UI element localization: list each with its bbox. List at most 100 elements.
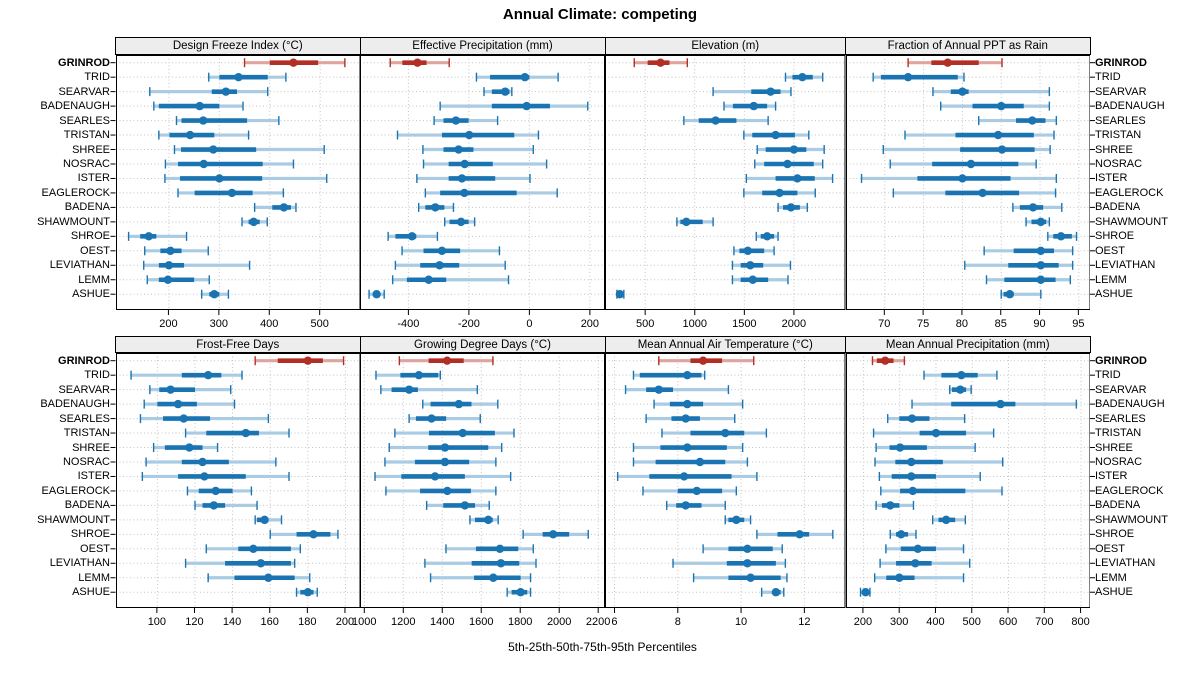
percentile-glyph-tristan xyxy=(872,428,994,438)
station-label-right: SHAWMOUNT xyxy=(1095,215,1168,228)
percentile-glyph-ashue xyxy=(1000,289,1042,299)
percentile-glyph-oest xyxy=(982,246,1073,256)
percentile-glyph-leviathan xyxy=(142,260,250,270)
percentile-glyph-oest xyxy=(143,246,209,256)
percentile-glyph-searles xyxy=(683,116,769,126)
percentile-glyph-ister xyxy=(416,173,531,183)
station-label-right: LEVIATHAN xyxy=(1095,557,1156,570)
percentile-glyph-lemm xyxy=(692,573,788,583)
percentile-glyph-badenaugh xyxy=(653,399,744,409)
axis-tick-label: 1000 xyxy=(682,318,707,330)
station-label-left: SHROE xyxy=(70,230,110,243)
percentile-glyph-trid xyxy=(375,370,442,380)
axis-tick-label: 12 xyxy=(798,616,811,628)
percentile-glyph-searvar xyxy=(380,385,479,395)
percentile-glyph-grinrod xyxy=(243,58,346,68)
axis-tick-label: -200 xyxy=(457,318,480,330)
percentile-glyph-ister xyxy=(616,471,758,481)
axis-tick-label: 1200 xyxy=(391,616,416,628)
axis-tick-label: 300 xyxy=(209,318,229,330)
station-label-left: ASHUE xyxy=(72,288,110,301)
station-label-left: NOSRAC xyxy=(62,157,110,170)
axis-tick-label: 600 xyxy=(998,616,1018,628)
axis-tick-label: 400 xyxy=(260,318,279,330)
station-label-left: BADENA xyxy=(64,499,110,512)
percentile-glyph-leviathan xyxy=(394,260,506,270)
station-label-left: ASHUE xyxy=(72,586,110,599)
percentile-glyph-shroe xyxy=(889,529,917,539)
axis-tick-label: 8 xyxy=(674,616,681,628)
panel-mean-annual-precipitation-mm xyxy=(845,353,1090,608)
percentile-glyph-oest xyxy=(401,246,501,256)
station-label-right: TRISTAN xyxy=(1095,129,1142,142)
percentile-glyph-shroe xyxy=(755,231,779,241)
percentile-glyph-trid xyxy=(871,72,965,82)
percentile-glyph-ister xyxy=(878,471,981,481)
percentile-glyph-shree xyxy=(632,443,744,453)
station-label-right: LEVIATHAN xyxy=(1095,259,1156,272)
percentile-glyph-badenaugh xyxy=(152,101,244,111)
percentile-glyph-eaglerock xyxy=(879,486,1003,496)
axis-tick-label: 200 xyxy=(853,616,873,628)
percentile-glyph-ashue xyxy=(506,587,532,597)
axis-tick-label: 100 xyxy=(147,616,167,628)
percentile-glyph-shawmount xyxy=(443,217,476,227)
percentile-glyph-shree xyxy=(173,145,325,155)
station-label-left: SHREE xyxy=(72,441,110,454)
percentile-glyph-grinrod xyxy=(658,356,755,366)
percentile-glyph-nosrac xyxy=(632,457,749,467)
percentile-glyph-eaglerock xyxy=(186,486,252,496)
station-label-left: TRID xyxy=(84,369,110,382)
percentile-glyph-ashue xyxy=(760,587,785,597)
station-label-left: OEST xyxy=(80,542,110,555)
axis-tick-label: 1400 xyxy=(430,616,455,628)
panel-strip-title: Design Freeze Index (°C) xyxy=(172,40,303,52)
panel-strip-title: Growing Degree Days (°C) xyxy=(414,338,551,351)
station-label-right: TRID xyxy=(1095,71,1121,84)
axis-tick-label: 140 xyxy=(222,616,242,628)
percentile-glyph-searles xyxy=(645,414,736,424)
panel-border xyxy=(605,55,846,310)
x-axis-label: 5th-25th-50th-75th-95th Percentiles xyxy=(508,640,697,654)
axis-tick-label: 2200 xyxy=(585,616,611,628)
station-label-left: LEMM xyxy=(78,273,110,286)
axis-tick-label: 1600 xyxy=(468,616,494,628)
percentile-glyph-oest xyxy=(205,544,301,554)
station-label-right: EAGLEROCK xyxy=(1095,186,1164,199)
station-label-right: TRISTAN xyxy=(1095,427,1142,440)
percentile-glyph-lemm xyxy=(146,275,210,285)
percentile-glyph-tristan xyxy=(396,130,540,140)
station-label-left: SEARVAR xyxy=(58,85,110,98)
station-label-left: EAGLEROCK xyxy=(41,186,110,199)
percentile-glyph-badena xyxy=(193,500,258,510)
percentile-glyph-shawmount xyxy=(676,217,714,227)
station-label-left: SHREE xyxy=(72,143,110,156)
percentile-glyph-shroe xyxy=(756,529,834,539)
percentile-glyph-nosrac xyxy=(889,159,1037,169)
axis-tick-label: 200 xyxy=(580,318,600,330)
percentile-glyph-badena xyxy=(425,500,490,510)
percentile-glyph-tristan xyxy=(184,428,290,438)
panel-strip: Effective Precipitation (mm) xyxy=(359,37,606,55)
panel-effective-precipitation-mm xyxy=(360,55,605,310)
percentile-glyph-grinrod xyxy=(871,356,905,366)
percentile-glyph-searvar xyxy=(483,87,513,97)
axis-tick-label: -400 xyxy=(397,318,420,330)
station-label-right: ASHUE xyxy=(1095,586,1133,599)
axis-tick-label: 180 xyxy=(298,616,317,628)
station-label-left: BADENAUGH xyxy=(40,398,110,411)
percentile-glyph-leviathan xyxy=(878,558,970,568)
percentile-glyph-lemm xyxy=(391,275,510,285)
percentile-glyph-shroe xyxy=(269,529,339,539)
percentile-glyph-leviathan xyxy=(731,260,792,270)
percentile-glyph-ister xyxy=(163,173,327,183)
percentile-glyph-searvar xyxy=(948,385,972,395)
station-label-left: TRID xyxy=(84,71,110,84)
station-label-right: LEMM xyxy=(1095,571,1127,584)
axis-tick-label: 0 xyxy=(526,318,533,330)
station-label-right: BADENA xyxy=(1095,201,1141,214)
percentile-glyph-trid xyxy=(129,370,243,380)
percentile-glyph-grinrod xyxy=(906,58,1003,68)
panel-border xyxy=(115,55,360,310)
